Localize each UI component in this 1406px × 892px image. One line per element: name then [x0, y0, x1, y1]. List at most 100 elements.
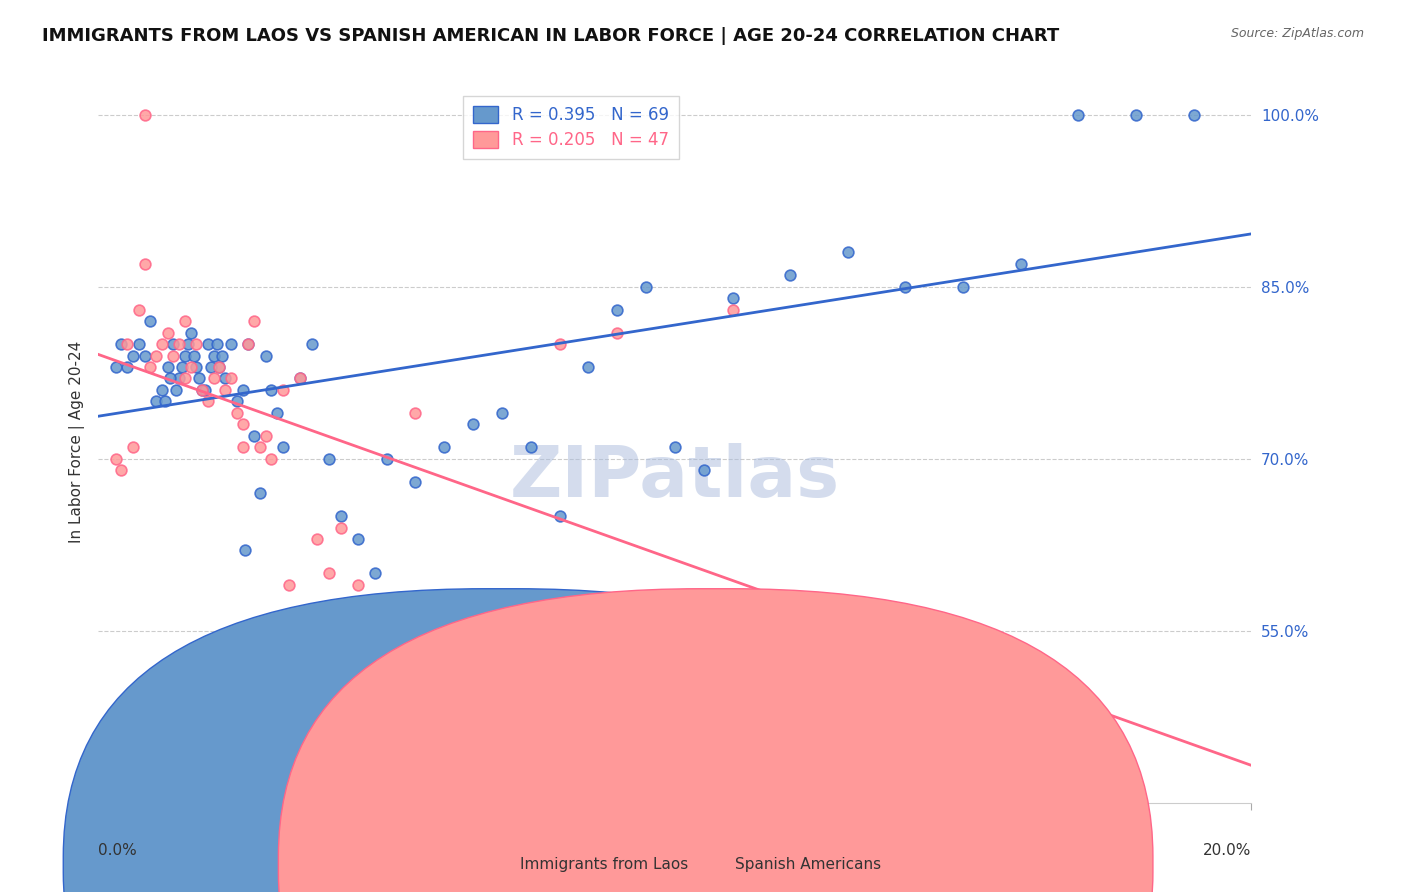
Point [364, 566, 387, 581]
Point [606, 302, 628, 317]
Point [318, 566, 340, 581]
Point [117, 337, 139, 351]
Point [347, 578, 370, 592]
Point [214, 383, 236, 397]
Point [548, 337, 571, 351]
Point [433, 440, 456, 454]
Point [277, 578, 299, 592]
Point [491, 715, 513, 730]
Point [165, 383, 187, 397]
Point [219, 371, 242, 385]
Point [243, 429, 266, 443]
Point [243, 314, 266, 328]
Point [238, 337, 260, 351]
Point [894, 279, 917, 293]
Point [1182, 108, 1205, 122]
Point [117, 359, 139, 374]
Point [156, 326, 179, 340]
Point [952, 279, 974, 293]
Point [186, 359, 208, 374]
Point [693, 463, 716, 477]
Point [145, 394, 167, 409]
Point [174, 314, 197, 328]
Point [186, 337, 208, 351]
Point [162, 337, 184, 351]
Point [188, 371, 211, 385]
Point [110, 463, 132, 477]
Point [578, 359, 600, 374]
Point [180, 359, 202, 374]
Point [134, 108, 156, 122]
Point [159, 371, 181, 385]
Point [180, 326, 202, 340]
Point [271, 440, 294, 454]
Point [170, 359, 193, 374]
Point [375, 600, 398, 615]
Point [318, 451, 340, 466]
Point [491, 406, 513, 420]
Point [167, 337, 190, 351]
Point [721, 291, 744, 305]
Point [664, 440, 686, 454]
Point [177, 337, 200, 351]
Point [375, 451, 398, 466]
Point [174, 371, 197, 385]
Point [329, 509, 352, 524]
Point [249, 486, 271, 500]
Point [231, 383, 254, 397]
Point [139, 314, 162, 328]
Text: Source: ZipAtlas.com: Source: ZipAtlas.com [1230, 27, 1364, 40]
Point [231, 417, 254, 432]
Point [1067, 108, 1090, 122]
Point [520, 440, 543, 454]
Point [162, 349, 184, 363]
Point [238, 337, 260, 351]
Point [202, 371, 225, 385]
Text: IMMIGRANTS FROM LAOS VS SPANISH AMERICAN IN LABOR FORCE | AGE 20-24 CORRELATION : IMMIGRANTS FROM LAOS VS SPANISH AMERICAN… [42, 27, 1060, 45]
Point [110, 337, 132, 351]
Point [134, 349, 156, 363]
Point [290, 371, 312, 385]
Point [405, 475, 427, 489]
Point [150, 337, 173, 351]
Point [128, 337, 150, 351]
Point [191, 383, 214, 397]
Point [205, 337, 228, 351]
Point [225, 394, 247, 409]
Point [254, 429, 277, 443]
Point [329, 520, 352, 534]
Legend: R = 0.395   N = 69, R = 0.205   N = 47: R = 0.395 N = 69, R = 0.205 N = 47 [464, 95, 679, 159]
Point [104, 451, 127, 466]
Point [307, 532, 329, 546]
Point [104, 359, 127, 374]
Point [197, 394, 219, 409]
Point [254, 349, 277, 363]
Point [202, 349, 225, 363]
Point [721, 302, 744, 317]
Point [145, 349, 167, 363]
Text: Immigrants from Laos: Immigrants from Laos [520, 857, 689, 871]
Point [249, 440, 271, 454]
Point [194, 383, 217, 397]
Point [211, 349, 233, 363]
Point [301, 337, 323, 351]
Point [128, 302, 150, 317]
Point [219, 337, 242, 351]
Text: 20.0%: 20.0% [1204, 843, 1251, 858]
Point [208, 359, 231, 374]
Point [231, 440, 254, 454]
Point [174, 349, 197, 363]
Point [139, 359, 162, 374]
Point [433, 612, 456, 626]
Point [266, 406, 288, 420]
Point [134, 257, 156, 271]
Point [156, 359, 179, 374]
Point [548, 509, 571, 524]
Text: 0.0%: 0.0% [98, 843, 138, 858]
Point [405, 406, 427, 420]
Point [271, 383, 294, 397]
Point [290, 371, 312, 385]
Y-axis label: In Labor Force | Age 20-24: In Labor Force | Age 20-24 [69, 341, 84, 542]
Point [463, 417, 485, 432]
Point [150, 383, 173, 397]
